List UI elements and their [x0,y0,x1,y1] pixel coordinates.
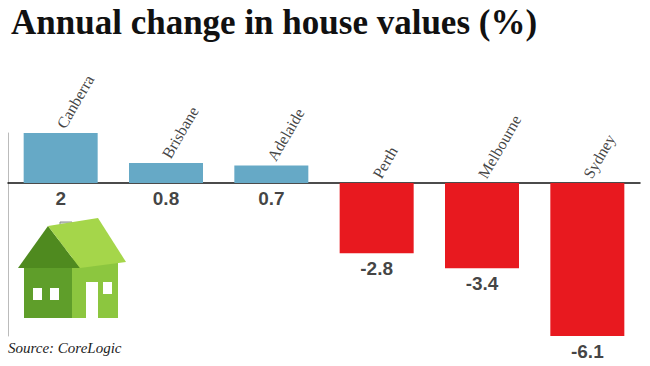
svg-text:Annual change in house values: Annual change in house values (%) [11,3,537,42]
svg-text:Perth: Perth [369,144,401,182]
svg-text:Adelaide: Adelaide [264,105,308,163]
svg-text:Melbourne: Melbourne [475,112,525,181]
svg-text:2: 2 [55,188,66,209]
svg-text:-3.4: -3.4 [466,273,499,294]
svg-text:Sydney: Sydney [580,131,620,182]
svg-text:Canberra: Canberra [53,72,97,131]
svg-text:Source: CoreLogic: Source: CoreLogic [8,340,122,356]
svg-text:-2.8: -2.8 [360,258,393,279]
svg-text:Brisbane: Brisbane [159,104,202,162]
svg-text:0.8: 0.8 [153,188,179,209]
svg-text:-6.1: -6.1 [571,341,604,362]
svg-text:0.7: 0.7 [258,188,284,209]
